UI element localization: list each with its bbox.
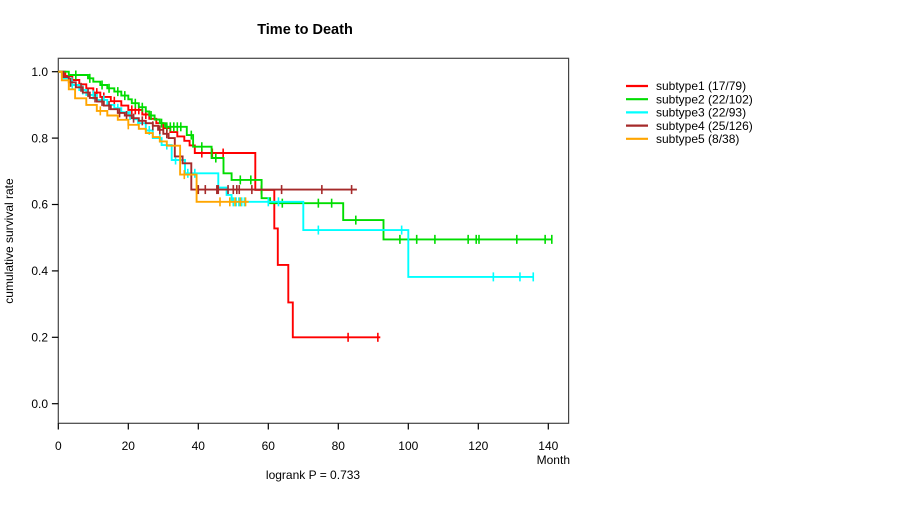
logrank-pvalue: logrank P = 0.733 bbox=[266, 468, 361, 482]
x-tick-label: 140 bbox=[538, 439, 558, 453]
y-tick-label: 1.0 bbox=[31, 65, 48, 79]
y-axis-label: cumulative survival rate bbox=[2, 178, 16, 304]
curve-subtype4 bbox=[58, 70, 357, 191]
x-tick-label: 40 bbox=[192, 439, 206, 453]
x-tick-label: 20 bbox=[122, 439, 136, 453]
y-tick-label: 0.0 bbox=[31, 397, 48, 411]
x-tick-label: 60 bbox=[262, 439, 276, 453]
x-axis-label: Month bbox=[537, 453, 570, 467]
x-tick-label: 0 bbox=[55, 439, 62, 453]
curve-subtype2 bbox=[58, 70, 552, 241]
legend-label: subtype3 (22/93) bbox=[656, 106, 746, 120]
plot-frame bbox=[57, 57, 570, 424]
x-tick-label: 120 bbox=[468, 439, 488, 453]
legend-label: subtype2 (22/102) bbox=[656, 92, 753, 106]
y-tick-label: 0.6 bbox=[31, 198, 48, 212]
survival-curves bbox=[58, 70, 553, 342]
chart-title: Time to Death bbox=[257, 22, 353, 38]
censor-ticks-subtype4 bbox=[69, 77, 353, 195]
legend-label: subtype4 (25/126) bbox=[656, 119, 753, 133]
y-axis-ticks: 0.0 0.2 0.4 0.6 0.8 1.0 bbox=[31, 65, 59, 411]
legend-label: subtype5 (8/38) bbox=[656, 132, 739, 146]
x-tick-label: 100 bbox=[398, 439, 418, 453]
legend: subtype1 (17/79)subtype2 (22/102)subtype… bbox=[626, 79, 753, 146]
y-tick-label: 0.4 bbox=[31, 264, 48, 278]
x-axis-ticks: 0 20 40 60 80 100 120 140 bbox=[55, 423, 559, 453]
censor-ticks-subtype2 bbox=[75, 70, 553, 244]
curve-subtype3 bbox=[58, 70, 534, 278]
y-tick-label: 0.8 bbox=[31, 131, 48, 145]
censor-ticks-subtype5 bbox=[99, 106, 247, 207]
y-tick-label: 0.2 bbox=[31, 331, 48, 345]
x-tick-label: 80 bbox=[332, 439, 346, 453]
legend-label: subtype1 (17/79) bbox=[656, 79, 746, 93]
curve-subtype1 bbox=[58, 70, 381, 339]
